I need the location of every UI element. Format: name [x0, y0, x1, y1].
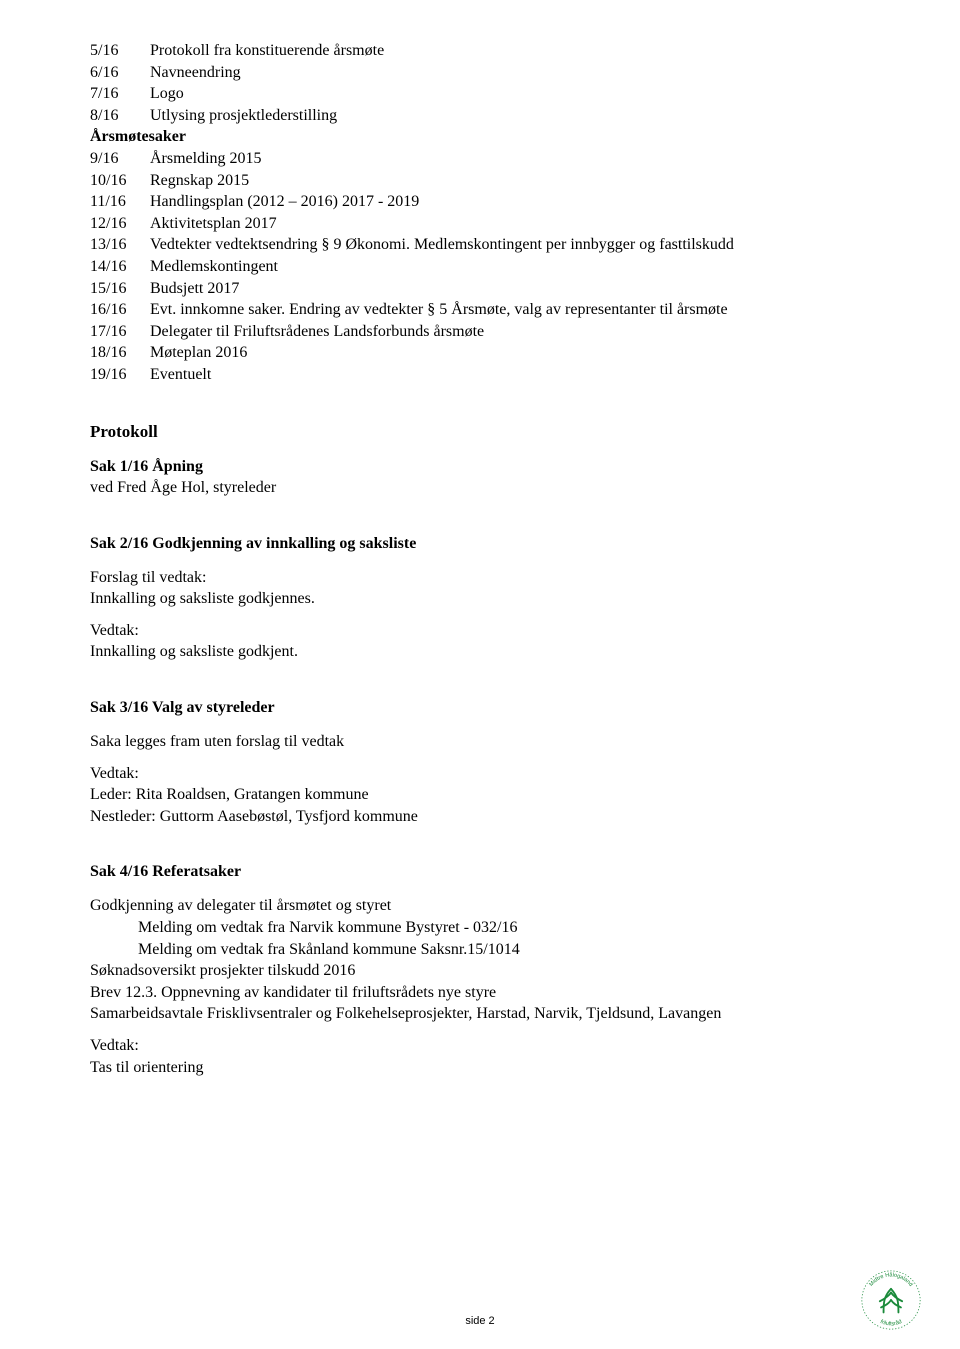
- agenda-text: Protokoll fra konstituerende årsmøte: [150, 40, 870, 62]
- agenda-item: 12/16 Aktivitetsplan 2017: [90, 213, 870, 235]
- sak3-line2: Nestleder: Guttorm Aasebøstøl, Tysfjord …: [90, 806, 870, 828]
- agenda-item: 9/16 Årsmelding 2015: [90, 148, 870, 170]
- sak4-line4: Søknadsoversikt prosjekter tilskudd 2016: [90, 960, 870, 982]
- sak1-line: ved Fred Åge Hol, styreleder: [90, 477, 870, 499]
- agenda-item: 8/16 Utlysing prosjektlederstilling: [90, 105, 870, 127]
- agenda-text: Delegater til Friluftsrådenes Landsforbu…: [150, 321, 870, 343]
- agenda-text: Budsjett 2017: [150, 278, 870, 300]
- sak2-forslag-label: Forslag til vedtak:: [90, 567, 870, 589]
- agenda-text: Eventuelt: [150, 364, 870, 386]
- sak2-vedtak-label: Vedtak:: [90, 620, 870, 642]
- agenda-text: Regnskap 2015: [150, 170, 870, 192]
- agenda-num: 18/16: [90, 342, 150, 364]
- sak4-line1: Godkjenning av delegater til årsmøtet og…: [90, 895, 870, 917]
- sak3-title: Sak 3/16 Valg av styreleder: [90, 699, 870, 717]
- agenda-num: 9/16: [90, 148, 150, 170]
- agenda-num: 10/16: [90, 170, 150, 192]
- agenda-num: 8/16: [90, 105, 150, 127]
- agenda-item: 16/16 Evt. innkomne saker. Endring av ve…: [90, 299, 870, 321]
- svg-text:friluftsråd: friluftsråd: [879, 1319, 903, 1328]
- sak4-vedtak-label: Vedtak:: [90, 1035, 870, 1057]
- agenda-item: 18/16 Møteplan 2016: [90, 342, 870, 364]
- page-footer: side 2: [0, 1315, 960, 1327]
- agenda-text: Utlysing prosjektlederstilling: [150, 105, 870, 127]
- agenda-block-1: 5/16 Protokoll fra konstituerende årsmøt…: [90, 40, 870, 126]
- agenda-item: 17/16 Delegater til Friluftsrådenes Land…: [90, 321, 870, 343]
- agenda-item: 7/16 Logo: [90, 83, 870, 105]
- agenda-text: Logo: [150, 83, 870, 105]
- agenda-item: 19/16 Eventuelt: [90, 364, 870, 386]
- sak4-line3: Melding om vedtak fra Skånland kommune S…: [90, 939, 870, 961]
- agenda-num: 15/16: [90, 278, 150, 300]
- sak4-vedtak-text: Tas til orientering: [90, 1057, 870, 1079]
- agenda-text: Medlemskontingent: [150, 256, 870, 278]
- agenda-num: 12/16: [90, 213, 150, 235]
- agenda-text: Navneendring: [150, 62, 870, 84]
- agenda-item: 11/16 Handlingsplan (2012 – 2016) 2017 -…: [90, 191, 870, 213]
- agenda-num: 16/16: [90, 299, 150, 321]
- agenda-item: 14/16 Medlemskontingent: [90, 256, 870, 278]
- agenda-text: Vedtekter vedtektsendring § 9 Økonomi. M…: [150, 234, 870, 256]
- friluftsrad-logo-icon: Midtre Hålogaland friluftsråd: [860, 1269, 922, 1331]
- agenda-text: Handlingsplan (2012 – 2016) 2017 - 2019: [150, 191, 870, 213]
- agenda-item: 5/16 Protokoll fra konstituerende årsmøt…: [90, 40, 870, 62]
- agenda-num: 11/16: [90, 191, 150, 213]
- sak3-vedtak-label: Vedtak:: [90, 763, 870, 785]
- agenda-num: 19/16: [90, 364, 150, 386]
- agenda-num: 17/16: [90, 321, 150, 343]
- agenda-text: Årsmelding 2015: [150, 148, 870, 170]
- protokoll-heading: Protokoll: [90, 422, 870, 442]
- agenda-num: 14/16: [90, 256, 150, 278]
- agenda-block-2: 9/16 Årsmelding 2015 10/16 Regnskap 2015…: [90, 148, 870, 386]
- sak4-line2: Melding om vedtak fra Narvik kommune Bys…: [90, 917, 870, 939]
- agenda-subheading: Årsmøtesaker: [90, 126, 870, 148]
- agenda-text: Evt. innkomne saker. Endring av vedtekte…: [150, 299, 870, 321]
- sak2-title: Sak 2/16 Godkjenning av innkalling og sa…: [90, 535, 870, 553]
- agenda-text: Møteplan 2016: [150, 342, 870, 364]
- agenda-item: 10/16 Regnskap 2015: [90, 170, 870, 192]
- agenda-num: 13/16: [90, 234, 150, 256]
- agenda-item: 15/16 Budsjett 2017: [90, 278, 870, 300]
- agenda-item: 6/16 Navneendring: [90, 62, 870, 84]
- sak2-forslag-text: Innkalling og saksliste godkjennes.: [90, 588, 870, 610]
- agenda-text: Aktivitetsplan 2017: [150, 213, 870, 235]
- svg-text:Midtre Hålogaland: Midtre Hålogaland: [868, 1271, 913, 1287]
- sak4-title: Sak 4/16 Referatsaker: [90, 863, 870, 881]
- sak3-intro: Saka legges fram uten forslag til vedtak: [90, 731, 870, 753]
- agenda-num: 6/16: [90, 62, 150, 84]
- sak3-line1: Leder: Rita Roaldsen, Gratangen kommune: [90, 784, 870, 806]
- agenda-num: 7/16: [90, 83, 150, 105]
- agenda-item: 13/16 Vedtekter vedtektsendring § 9 Økon…: [90, 234, 870, 256]
- sak4-line6: Samarbeidsavtale Frisklivsentraler og Fo…: [90, 1003, 870, 1025]
- agenda-num: 5/16: [90, 40, 150, 62]
- sak2-vedtak-text: Innkalling og saksliste godkjent.: [90, 641, 870, 663]
- sak4-line5: Brev 12.3. Oppnevning av kandidater til …: [90, 982, 870, 1004]
- sak1-title: Sak 1/16 Åpning: [90, 456, 870, 478]
